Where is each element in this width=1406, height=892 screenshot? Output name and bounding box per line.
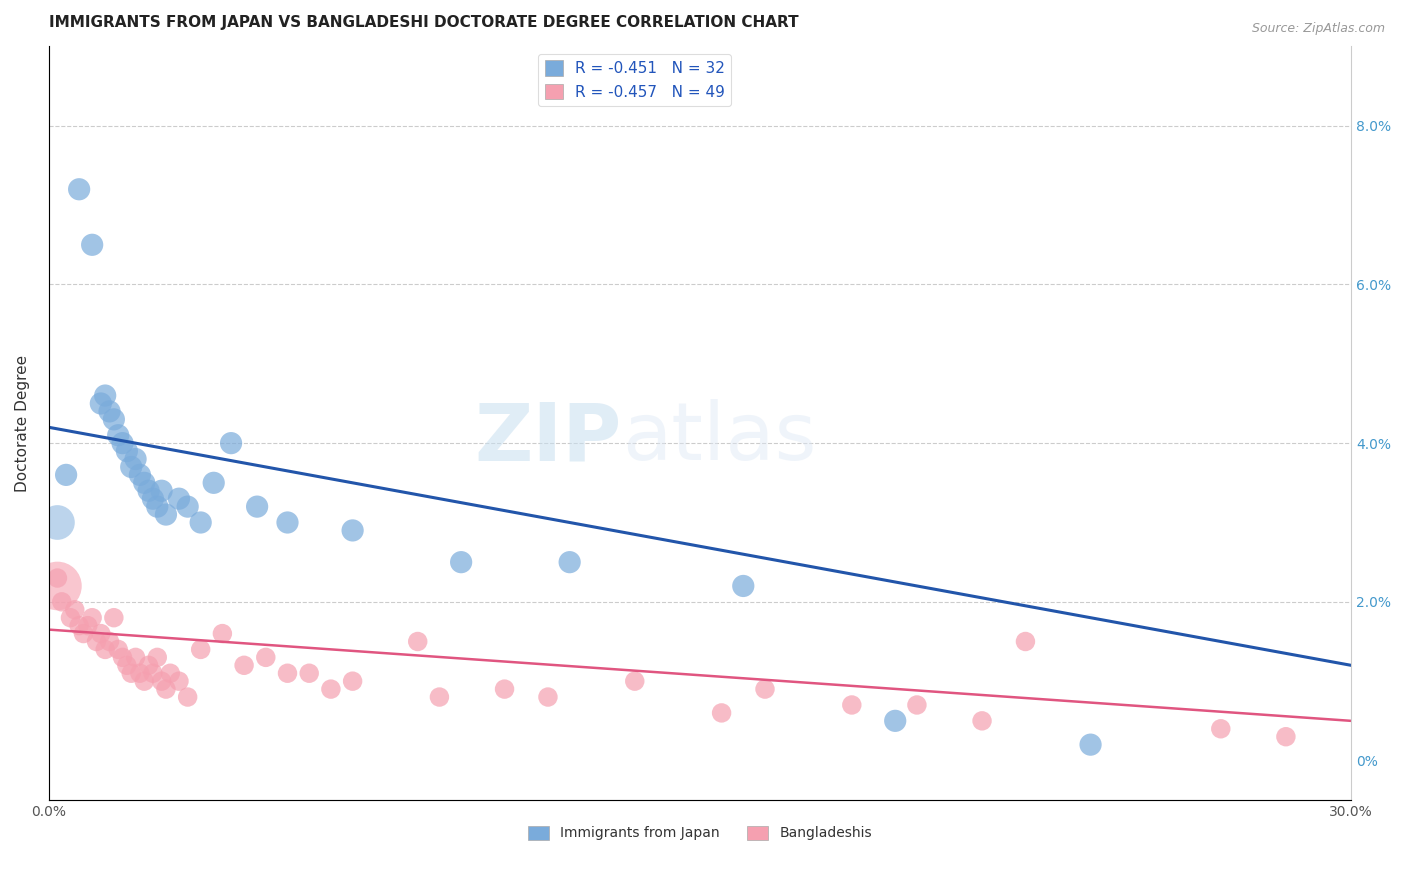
Point [884,714,907,728]
Point [155,682,177,697]
Point [134,674,156,689]
Point [103,412,125,426]
Point [46,579,69,593]
Point [202,475,225,490]
Text: Source: ZipAtlas.com: Source: ZipAtlas.com [1251,22,1385,36]
Point [406,634,429,648]
Text: atlas: atlas [621,400,815,477]
Point [120,459,142,474]
Point [86,634,108,648]
Point [129,467,152,482]
Point [150,674,173,689]
Point [233,658,256,673]
Point [55,467,77,482]
Point [190,516,212,530]
Point [111,436,134,450]
Y-axis label: Doctorate Degree: Doctorate Degree [15,355,30,491]
Point [219,436,242,450]
Point [494,682,516,697]
Point [90,396,112,410]
Point [138,483,160,498]
Point [124,452,146,467]
Point [146,650,169,665]
Point [342,674,364,689]
Point [710,706,733,720]
Point [46,571,69,585]
Point [429,690,451,704]
Point [124,650,146,665]
Point [94,642,117,657]
Point [1275,730,1298,744]
Point [254,650,277,665]
Point [138,658,160,673]
Point [115,658,138,673]
Point [98,634,121,648]
Point [142,491,165,506]
Point [176,500,198,514]
Point [142,666,165,681]
Point [76,618,98,632]
Point [90,626,112,640]
Point [134,475,156,490]
Point [159,666,181,681]
Point [276,516,298,530]
Point [51,595,73,609]
Point [754,682,776,697]
Point [98,404,121,418]
Point [94,388,117,402]
Point [246,500,269,514]
Point [67,182,90,196]
Point [67,618,90,632]
Point [1080,738,1102,752]
Point [733,579,755,593]
Point [450,555,472,569]
Point [111,650,134,665]
Point [167,491,190,506]
Point [276,666,298,681]
Point [1209,722,1232,736]
Point [905,698,928,712]
Point [537,690,560,704]
Point [155,508,177,522]
Point [103,610,125,624]
Point [129,666,152,681]
Point [176,690,198,704]
Point [211,626,233,640]
Point [841,698,863,712]
Point [319,682,342,697]
Point [150,483,173,498]
Point [190,642,212,657]
Point [115,444,138,458]
Point [107,642,129,657]
Point [342,524,364,538]
Point [82,610,104,624]
Legend: Immigrants from Japan, Bangladeshis: Immigrants from Japan, Bangladeshis [523,820,877,846]
Point [970,714,993,728]
Point [146,500,169,514]
Point [1014,634,1036,648]
Point [82,237,104,252]
Point [298,666,321,681]
Point [107,428,129,442]
Point [46,516,69,530]
Text: ZIP: ZIP [474,400,621,477]
Point [72,626,94,640]
Point [59,610,82,624]
Point [558,555,581,569]
Point [167,674,190,689]
Point [120,666,142,681]
Point [623,674,645,689]
Text: IMMIGRANTS FROM JAPAN VS BANGLADESHI DOCTORATE DEGREE CORRELATION CHART: IMMIGRANTS FROM JAPAN VS BANGLADESHI DOC… [49,15,799,30]
Point [63,603,86,617]
